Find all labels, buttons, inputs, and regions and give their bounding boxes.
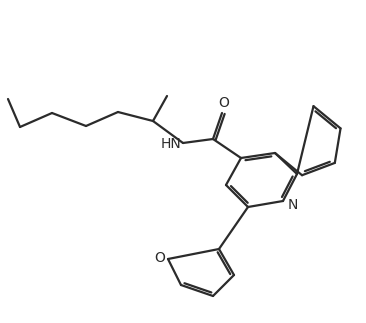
Text: N: N	[288, 198, 298, 212]
Text: O: O	[154, 251, 165, 265]
Text: O: O	[219, 96, 229, 110]
Text: HN: HN	[160, 137, 181, 151]
